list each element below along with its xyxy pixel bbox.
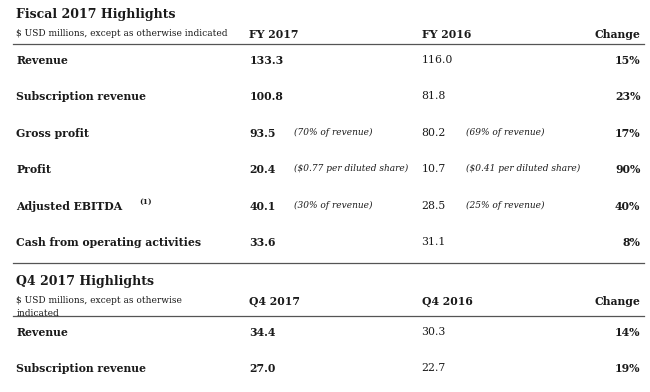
Text: Adjusted EBITDA: Adjusted EBITDA — [16, 201, 122, 212]
Text: Q4 2016: Q4 2016 — [422, 296, 473, 307]
Text: 27.0: 27.0 — [250, 363, 276, 374]
Text: Change: Change — [595, 29, 640, 40]
Text: (69% of revenue): (69% of revenue) — [465, 128, 544, 137]
Text: 40.1: 40.1 — [250, 201, 276, 212]
Text: Q4 2017 Highlights: Q4 2017 Highlights — [16, 275, 154, 288]
Text: 100.8: 100.8 — [250, 91, 283, 102]
Text: ($0.77 per diluted share): ($0.77 per diluted share) — [294, 164, 408, 173]
Text: Fiscal 2017 Highlights: Fiscal 2017 Highlights — [16, 8, 176, 21]
Text: (1): (1) — [139, 198, 151, 206]
Text: Subscription revenue: Subscription revenue — [16, 91, 146, 102]
Text: Q4 2017: Q4 2017 — [250, 296, 300, 307]
Text: 90%: 90% — [615, 164, 640, 175]
Text: 31.1: 31.1 — [422, 237, 446, 247]
Text: 40%: 40% — [615, 201, 640, 212]
Text: 22.7: 22.7 — [422, 363, 446, 373]
Text: Revenue: Revenue — [16, 54, 68, 65]
Text: Gross profit: Gross profit — [16, 128, 89, 139]
Text: FY 2017: FY 2017 — [250, 29, 299, 40]
Text: 14%: 14% — [615, 327, 640, 338]
Text: Profit: Profit — [16, 164, 51, 175]
Text: 10.7: 10.7 — [422, 164, 446, 174]
Text: indicated: indicated — [16, 309, 59, 318]
Text: Revenue: Revenue — [16, 327, 68, 338]
Text: 80.2: 80.2 — [422, 128, 446, 138]
Text: 17%: 17% — [615, 128, 640, 139]
Text: 33.6: 33.6 — [250, 237, 276, 248]
Text: (70% of revenue): (70% of revenue) — [294, 128, 372, 137]
Text: 30.3: 30.3 — [422, 327, 446, 337]
Text: (25% of revenue): (25% of revenue) — [465, 201, 544, 210]
Text: Subscription revenue: Subscription revenue — [16, 363, 146, 374]
Text: $ USD millions, except as otherwise indicated: $ USD millions, except as otherwise indi… — [16, 29, 227, 38]
Text: 116.0: 116.0 — [422, 54, 453, 65]
Text: 19%: 19% — [615, 363, 640, 374]
Text: Cash from operating activities: Cash from operating activities — [16, 237, 201, 248]
Text: ($0.41 per diluted share): ($0.41 per diluted share) — [465, 164, 580, 173]
Text: 81.8: 81.8 — [422, 91, 446, 101]
Text: 8%: 8% — [623, 237, 640, 248]
Text: 133.3: 133.3 — [250, 54, 283, 65]
Text: 34.4: 34.4 — [250, 327, 276, 338]
Text: 20.4: 20.4 — [250, 164, 276, 175]
Text: $ USD millions, except as otherwise: $ USD millions, except as otherwise — [16, 296, 182, 305]
Text: 23%: 23% — [615, 91, 640, 102]
Text: Change: Change — [595, 296, 640, 307]
Text: (30% of revenue): (30% of revenue) — [294, 201, 372, 210]
Text: 93.5: 93.5 — [250, 128, 276, 139]
Text: FY 2016: FY 2016 — [422, 29, 471, 40]
Text: 15%: 15% — [615, 54, 640, 65]
Text: 28.5: 28.5 — [422, 201, 446, 211]
